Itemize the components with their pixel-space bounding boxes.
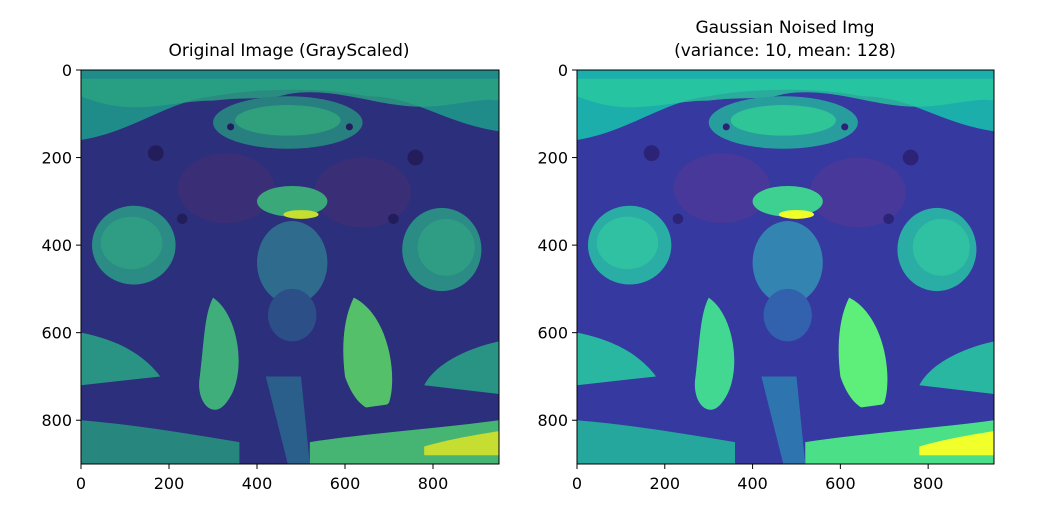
x-tick-label: 600 [825,474,856,493]
right-panel-title-line-1: Gaussian Noised Img [695,18,874,38]
y-tick-label: 600 [41,324,72,343]
x-tick-label: 0 [572,474,582,493]
right-ticks: 0 200 400 600 800 0 200 400 600 800 [537,61,943,493]
y-tick-label: 800 [41,411,72,430]
left-ticks: 0 200 400 600 800 0 200 400 600 800 [41,61,448,493]
y-tick-label: 200 [41,149,72,168]
y-tick-label: 400 [537,236,568,255]
x-tick-label: 800 [418,474,449,493]
left-panel: Original Image (GrayScaled) 0 200 400 600 80… [41,41,500,493]
y-tick-label: 400 [41,236,72,255]
y-tick-label: 200 [537,149,568,168]
right-image [577,70,994,464]
x-tick-label: 0 [76,474,86,493]
right-panel: Gaussian Noised Img (variance: 10, mean:… [537,18,995,493]
x-tick-label: 400 [242,474,273,493]
right-axes-frame [576,69,995,465]
y-tick-label: 600 [537,324,568,343]
y-tick-label: 0 [558,61,568,80]
x-tick-label: 600 [330,474,361,493]
x-tick-label: 200 [154,474,185,493]
x-tick-label: 200 [650,474,681,493]
y-tick-label: 800 [537,411,568,430]
x-tick-label: 800 [913,474,944,493]
y-tick-label: 0 [62,61,72,80]
right-panel-title-line-2: (variance: 10, mean: 128) [674,41,896,61]
left-image [81,70,499,464]
left-axes-frame [80,69,500,465]
x-tick-label: 400 [737,474,768,493]
left-panel-title: Original Image (GrayScaled) [168,41,409,61]
